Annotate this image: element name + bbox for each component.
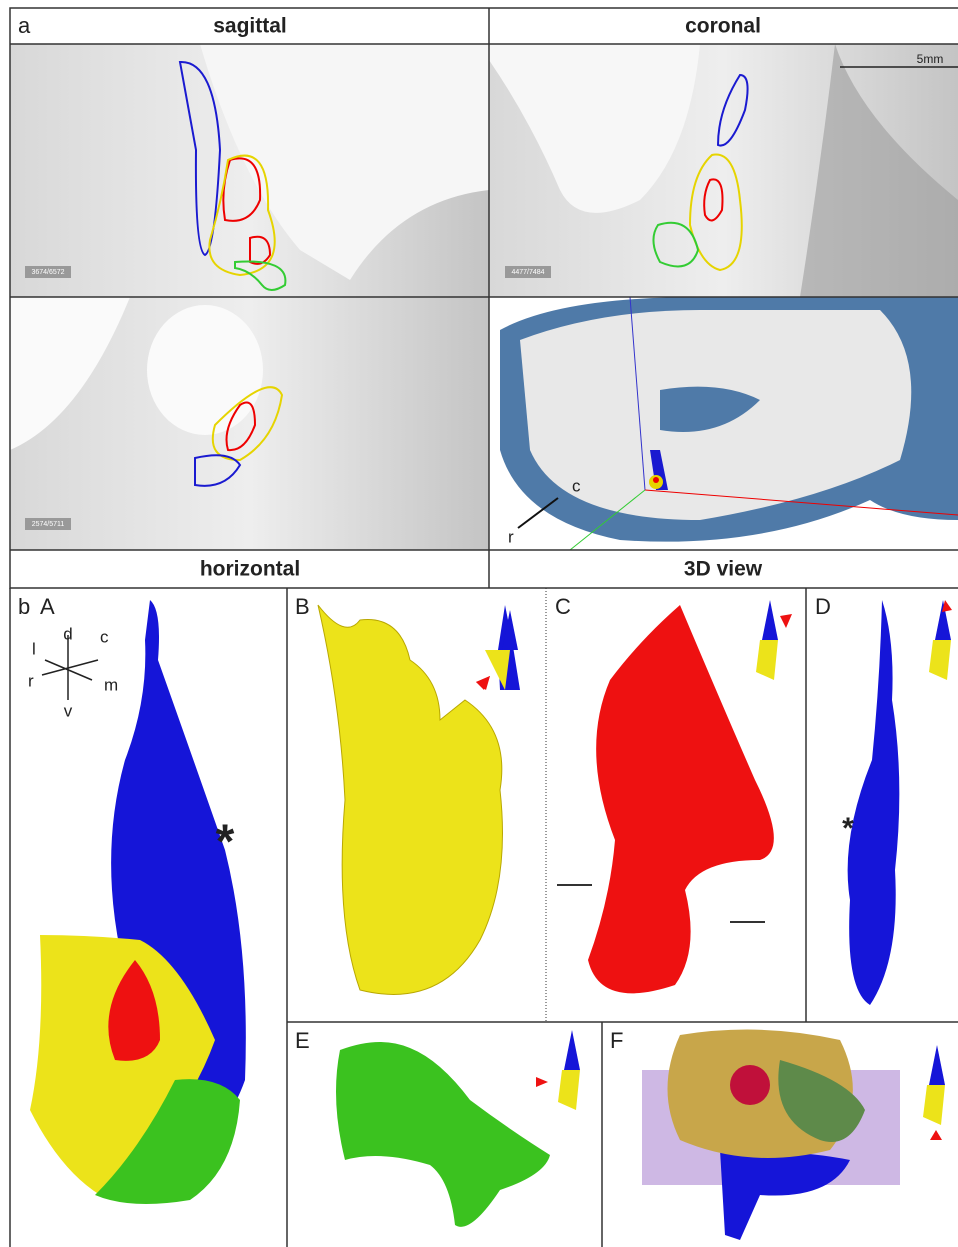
subpanel-f: F	[610, 1028, 900, 1240]
shape	[147, 305, 263, 435]
view-title: sagittal	[213, 15, 287, 38]
view-title: coronal	[685, 15, 761, 38]
slice-counter: 4477/7484	[511, 269, 544, 276]
orientation-label: d	[63, 624, 72, 643]
orientation-label: m	[104, 675, 118, 694]
shape	[756, 640, 778, 680]
subpanel-b: B	[295, 594, 520, 995]
sagittal-image: 3674/6572	[10, 44, 489, 297]
3d-image: c r	[489, 297, 958, 550]
view-title: 3D view	[684, 558, 763, 581]
shape	[929, 640, 951, 680]
view-title: horizontal	[200, 558, 300, 581]
subpanel-e: E	[295, 1028, 550, 1227]
subpanel-label: F	[610, 1028, 623, 1053]
panel-label: a	[18, 13, 31, 38]
subpanel-label: D	[815, 594, 831, 619]
orientation-label: l	[32, 639, 36, 658]
subpanel-label: E	[295, 1028, 310, 1053]
coronal-image: 5mm 4477/7484	[489, 44, 958, 297]
shape	[564, 1030, 580, 1070]
shape	[923, 1085, 945, 1125]
shape	[558, 1070, 580, 1110]
shape	[588, 605, 774, 993]
subpanel-label: A	[40, 594, 55, 619]
orientation-label: c	[100, 627, 109, 646]
axis-label: c	[572, 476, 581, 495]
subpanel-label: C	[555, 594, 571, 619]
shape	[848, 600, 900, 1005]
shape	[42, 635, 98, 700]
shape	[929, 1045, 945, 1085]
shape	[336, 1042, 550, 1227]
horizontal-image: 2574/5711	[10, 297, 489, 550]
subpanel-d: D *	[815, 594, 899, 1005]
axis-label: r	[508, 527, 514, 546]
orientation-label: v	[64, 701, 73, 720]
scale-bar-label: 5mm	[917, 52, 944, 66]
marker: *	[216, 816, 235, 869]
shape	[720, 1150, 850, 1240]
subpanel-label: B	[295, 594, 310, 619]
shape	[762, 600, 778, 640]
figure: 3674/6572 5mm 4477/7484 2574/5711 c	[0, 0, 958, 1247]
slice-counter: 3674/6572	[31, 269, 64, 276]
subpanel-a: A d l c r m v *	[28, 594, 246, 1204]
slice-counter: 2574/5711	[32, 521, 65, 528]
subpanel-c: C	[555, 594, 774, 994]
shape	[318, 605, 503, 994]
marker: *	[842, 812, 854, 845]
panel-label: b	[18, 594, 30, 619]
orientation-label: r	[28, 671, 34, 690]
shape	[653, 477, 659, 483]
shape	[730, 1065, 770, 1105]
